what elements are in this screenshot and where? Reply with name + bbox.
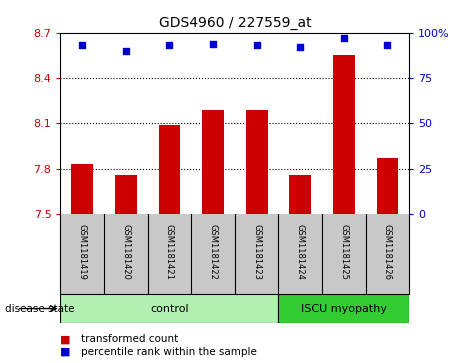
Text: percentile rank within the sample: percentile rank within the sample (81, 347, 257, 357)
Point (384, 42, 391, 48)
Text: GSM1181419: GSM1181419 (78, 224, 87, 280)
Text: ■: ■ (60, 334, 71, 344)
Bar (377, 158, 399, 214)
Point (79, 42, 86, 48)
Text: GSM1181423: GSM1181423 (252, 224, 261, 280)
Title: GDS4960 / 227559_at: GDS4960 / 227559_at (159, 16, 311, 30)
Point (253, 42, 260, 48)
Text: ISCU myopathy: ISCU myopathy (301, 303, 387, 314)
Text: ■: ■ (60, 347, 71, 357)
Bar (159, 125, 180, 214)
Text: GSM1181426: GSM1181426 (383, 224, 392, 280)
Point (122, 48, 130, 54)
Text: GSM1181421: GSM1181421 (165, 224, 174, 280)
Point (166, 42, 173, 48)
Bar (279, 294, 409, 323)
Bar (289, 175, 311, 214)
Point (209, 41, 217, 46)
Text: transformed count: transformed count (81, 334, 179, 344)
Bar (246, 110, 267, 214)
Bar (60, 294, 279, 323)
Text: disease state: disease state (5, 303, 74, 314)
Point (297, 44, 304, 50)
Text: GSM1181425: GSM1181425 (339, 224, 348, 280)
Point (340, 35, 347, 41)
Bar (333, 55, 355, 214)
Text: GSM1181422: GSM1181422 (208, 224, 218, 280)
Bar (71, 164, 93, 214)
Text: GSM1181424: GSM1181424 (296, 224, 305, 280)
Text: GSM1181420: GSM1181420 (121, 224, 130, 280)
Bar (202, 110, 224, 214)
Text: control: control (150, 303, 189, 314)
Bar (115, 175, 137, 214)
